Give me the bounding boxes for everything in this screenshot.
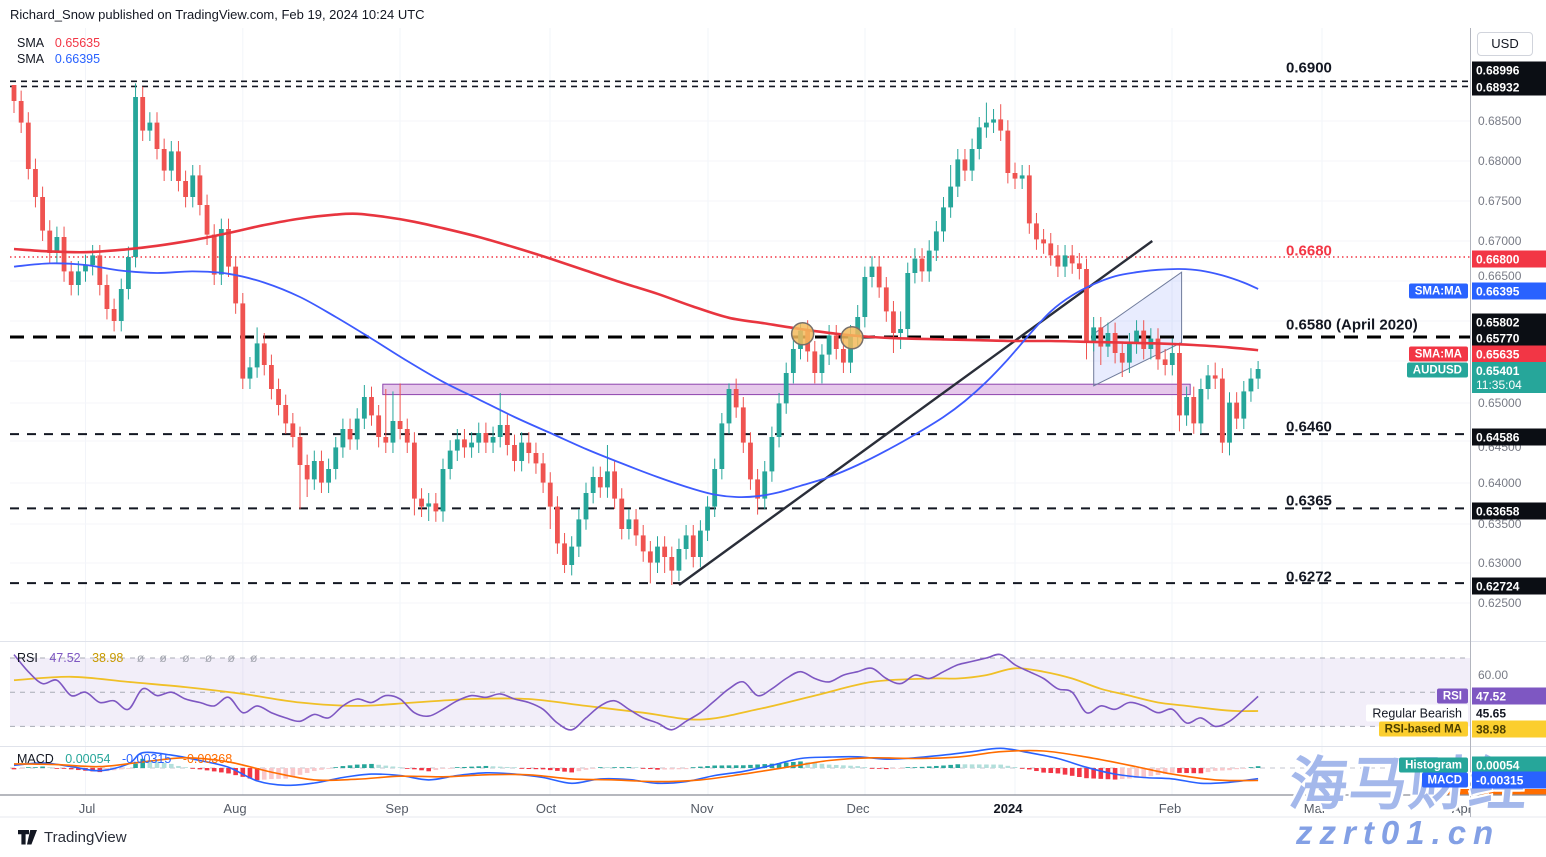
- level-axis-value: 0.63658: [1472, 502, 1546, 520]
- macd-line[interactable]: [13, 747, 1259, 787]
- price-axis-label: 60.00: [1478, 668, 1509, 682]
- time-axis-label: Mar: [1303, 801, 1327, 816]
- sma-legend-row-1[interactable]: SMA 0.65635: [17, 36, 100, 50]
- sma2-label: SMA: [17, 52, 44, 66]
- rsi-line[interactable]: [13, 653, 1259, 731]
- level-price-label: 0.6272: [1286, 568, 1332, 586]
- tradingview-logo-icon: [18, 830, 37, 845]
- highlight-circle[interactable]: [790, 322, 815, 346]
- time-axis-label: Oct: [535, 801, 557, 816]
- level-axis-value: 0.68996: [1472, 61, 1546, 79]
- time-axis-label: 2024: [993, 801, 1023, 816]
- level-axis-value: 0.68932: [1472, 78, 1546, 96]
- sma1-value: 0.65635: [54, 36, 101, 50]
- indicator-tag: RSI-based MA: [1378, 721, 1468, 737]
- price-axis-label: 0.63500: [1478, 517, 1522, 531]
- tradingview-logo[interactable]: TradingView: [18, 829, 127, 846]
- price-axis-label: 0.63000: [1478, 556, 1522, 570]
- level-axis-value: 0.65770: [1472, 329, 1546, 347]
- rsi-hidden-series-icons[interactable]: ø ø ø ø ø ø: [136, 651, 264, 665]
- price-axis-label: 0.62500: [1478, 596, 1522, 610]
- time-axis-label: Jul: [78, 801, 96, 816]
- level-price-label: 0.6580 (April 2020): [1286, 316, 1418, 334]
- price-axis-label: 0.66500: [1478, 269, 1522, 283]
- level-price-label: 0.6365: [1286, 492, 1332, 510]
- macd-legend-row[interactable]: MACD 0.00054 -0.00315 -0.00368: [17, 752, 232, 766]
- time-axis-label: Sep: [385, 801, 409, 816]
- macd-line-value: -0.00315: [121, 752, 172, 766]
- indicator-tag: AUDUSD: [1406, 362, 1468, 378]
- rsi-value: 47.52: [49, 651, 81, 665]
- indicator-axis-value: 0.65635: [1472, 345, 1546, 363]
- highlight-circle[interactable]: [840, 326, 864, 350]
- sma2-value: 0.66395: [54, 52, 101, 66]
- rsi-ma-value: 38.98: [92, 651, 124, 665]
- macd-signal-value: -0.00368: [182, 752, 233, 766]
- price-axis-label: 0.64000: [1478, 476, 1522, 490]
- candles-layer: [11, 83, 1261, 585]
- time-axis-label: Feb: [1158, 801, 1182, 816]
- rsi-legend-row[interactable]: RSI 47.52 38.98 ø ø ø ø ø ø: [17, 651, 264, 665]
- bear-flag-channel[interactable]: [1093, 271, 1183, 387]
- publish-header: Richard_Snow published on TradingView.co…: [10, 7, 425, 22]
- indicator-axis-value: 45.65: [1476, 706, 1507, 720]
- indicator-axis-value: 47.52: [1472, 687, 1546, 705]
- ascending-trendline[interactable]: [678, 240, 1153, 586]
- level-price-label: 0.6680: [1286, 242, 1332, 260]
- macd-label: MACD: [17, 752, 54, 766]
- countdown-timer: 11:35:04: [1476, 377, 1522, 392]
- indicator-tag: SMA:MA: [1408, 346, 1468, 362]
- indicator-tag: Histogram: [1399, 757, 1468, 773]
- level-axis-value: 0.66800: [1472, 250, 1546, 268]
- price-axis-label: 0.68000: [1478, 154, 1522, 168]
- sma-red-line[interactable]: [13, 212, 1259, 352]
- level-axis-value: 0.62724: [1472, 577, 1546, 595]
- indicator-tag: Regular Bearish: [1366, 704, 1468, 722]
- price-axis-label: 0.67000: [1478, 234, 1522, 248]
- sma-blue-line[interactable]: [13, 262, 1259, 499]
- indicator-tag: RSI: [1436, 688, 1468, 704]
- price-axis-label: 0.68500: [1478, 114, 1522, 128]
- currency-unit-button[interactable]: USD: [1477, 32, 1533, 56]
- time-axis-label: Nov: [690, 801, 714, 816]
- level-axis-value: 0.65802: [1472, 313, 1546, 331]
- level-price-label: 0.6900: [1286, 59, 1332, 77]
- signal-label-clipped: [1437, 789, 1546, 795]
- price-axis-label: 0.65000: [1478, 396, 1522, 410]
- indicator-axis-value: 38.98: [1472, 720, 1546, 738]
- indicator-tag: SMA:MA: [1408, 283, 1468, 299]
- sma1-label: SMA: [17, 36, 44, 50]
- watermark-url: zzrt01.cn: [1296, 814, 1501, 851]
- level-price-label: 0.6460: [1286, 418, 1332, 436]
- sma-legend-row-2[interactable]: SMA 0.66395: [17, 52, 100, 66]
- price-axis-label: 0.67500: [1478, 194, 1522, 208]
- indicator-tag: MACD: [1421, 772, 1468, 788]
- indicator-axis-value: 0.00054: [1472, 756, 1546, 774]
- macd-hist-value: 0.00054: [65, 752, 111, 766]
- time-axis-label: Aug: [223, 801, 247, 816]
- gridlines: [10, 28, 1470, 795]
- time-axis-label: Apr: [1451, 801, 1473, 816]
- level-axis-value: 0.64586: [1472, 428, 1546, 446]
- indicator-axis-value: 0.66395: [1472, 282, 1546, 300]
- indicator-axis-value: -0.00315: [1472, 771, 1546, 789]
- rsi-ma-line[interactable]: [13, 667, 1259, 721]
- indicator-axis-value: 0.65401 11:35:04: [1472, 362, 1546, 393]
- rsi-label: RSI: [17, 651, 38, 665]
- time-axis-label: Dec: [846, 801, 870, 816]
- tradingview-logo-text: TradingView: [44, 829, 127, 846]
- macd-signal-line[interactable]: [13, 749, 1259, 783]
